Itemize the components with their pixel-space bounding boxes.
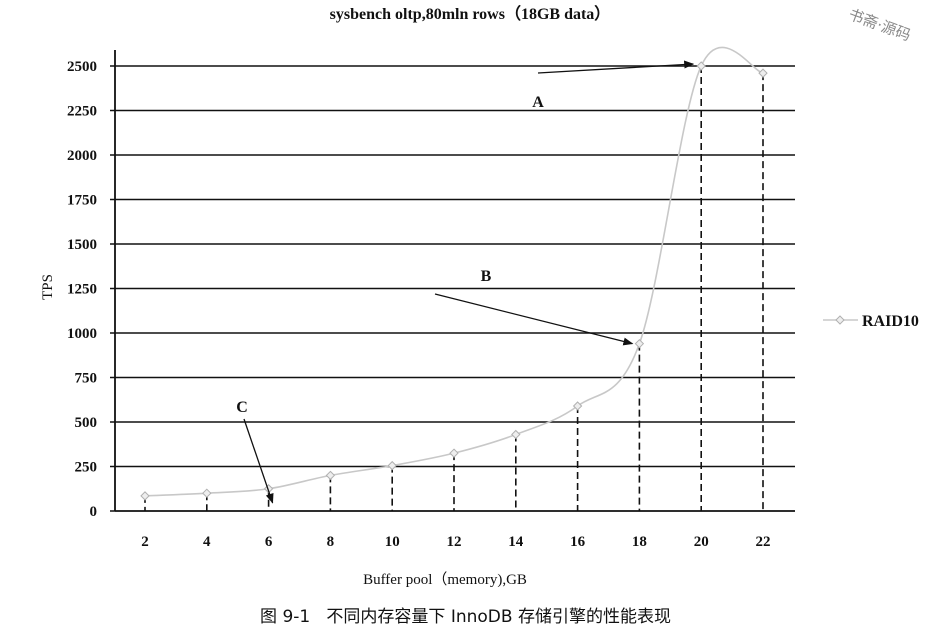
data-point-14 <box>511 429 521 440</box>
x-tick-4: 4 <box>203 534 211 550</box>
tick-labels: 0 250 500 750 1000 1250 1500 1750 2000 2250 2500 2 4… <box>67 59 771 550</box>
legend: RAID10 <box>823 313 919 330</box>
data-point-10 <box>387 460 397 471</box>
data-point-2 <box>140 491 150 501</box>
series-raid10 <box>140 46 768 501</box>
data-point-20 <box>696 61 706 71</box>
x-tick-6: 6 <box>265 534 273 550</box>
drop-lines <box>144 66 764 511</box>
x-tick-2: 2 <box>141 534 149 550</box>
data-point-16 <box>572 401 583 411</box>
series-line-RAID10 <box>144 46 764 497</box>
y-axis-label: TPS <box>40 274 56 300</box>
data-point-8 <box>325 470 336 481</box>
x-tick-16: 16 <box>570 534 586 550</box>
x-tick-8: 8 <box>327 534 335 550</box>
x-tick-14: 14 <box>508 534 524 550</box>
x-axis-label: Buffer pool（memory),GB <box>363 571 527 588</box>
y-tick-1250: 1250 <box>67 282 97 298</box>
y-tick-0: 0 <box>90 504 98 520</box>
y-tick-2500: 2500 <box>67 59 97 75</box>
legend-label-RAID10: RAID10 <box>862 313 919 330</box>
legend-marker <box>835 315 845 325</box>
y-tick-2250: 2250 <box>67 104 97 120</box>
annotation-arrow-C <box>243 418 274 504</box>
annotation-label-B: B <box>481 268 492 285</box>
y-tick-1000: 1000 <box>67 326 97 342</box>
data-point-4 <box>202 488 212 498</box>
y-tick-500: 500 <box>75 415 98 431</box>
x-tick-10: 10 <box>385 534 400 550</box>
annotation-arrow-A <box>537 60 695 74</box>
x-tick-22: 22 <box>756 534 771 550</box>
chart: sysbench oltp,80mln rows（18GB data） 0250… <box>40 5 919 588</box>
annotation-label-C: C <box>236 399 248 416</box>
gridlines <box>115 65 795 468</box>
annotation-arrow-B <box>434 293 634 346</box>
data-point-22 <box>758 68 768 78</box>
y-tick-250: 250 <box>75 460 98 476</box>
data-point-12 <box>449 448 459 458</box>
annotation-label-A: A <box>532 94 544 111</box>
chart-title: sysbench oltp,80mln rows（18GB data） <box>330 5 611 23</box>
figure-caption: 图 9-1 不同内存容量下 InnoDB 存储引擎的性能表现 <box>260 607 671 627</box>
axes <box>114 50 795 512</box>
watermark: 书斋·源码 <box>846 5 913 44</box>
annotations: A B C <box>236 60 695 504</box>
x-tick-12: 12 <box>447 534 462 550</box>
x-tick-20: 20 <box>694 534 709 550</box>
y-tick-1750: 1750 <box>67 193 97 209</box>
y-tick-2000: 2000 <box>67 148 97 164</box>
y-tick-1500: 1500 <box>67 237 97 253</box>
data-point-18 <box>634 338 645 349</box>
x-tick-18: 18 <box>632 534 647 550</box>
y-tick-750: 750 <box>75 371 98 387</box>
